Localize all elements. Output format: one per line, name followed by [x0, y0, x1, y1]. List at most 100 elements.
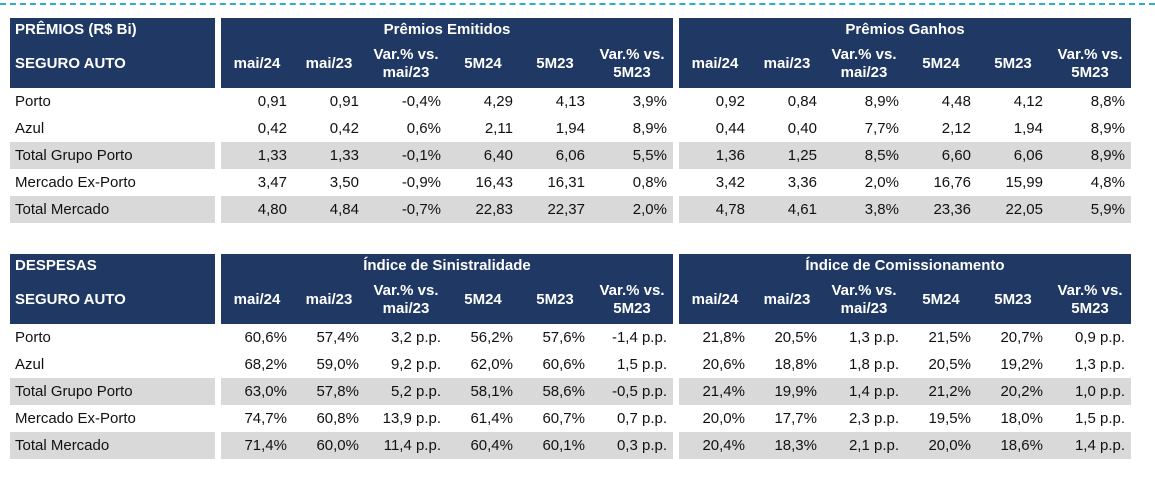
table-row: Azul 68,2% 59,0% 9,2 p.p. 62,0% 60,6% 1,5 p.p.… [10, 351, 1131, 378]
cell-value: 57,6% [542, 329, 585, 346]
top-dashed-rule [0, 3, 1155, 5]
cell-value: 20,7% [1000, 329, 1043, 346]
column-header: 5M23 [519, 40, 591, 88]
cell-value: 62,0% [470, 356, 513, 373]
header-row-groups: PRÊMIOS (R$ Bi) Prêmios Emitidos Prêmios G… [10, 18, 1131, 40]
row-label: Total Grupo Porto [10, 378, 215, 405]
cell-value: 19,9% [751, 378, 823, 405]
corner-title: PRÊMIOS (R$ Bi) [10, 18, 215, 40]
cell-value: 5,5% [591, 142, 673, 169]
cell-value: 61,4% [470, 410, 513, 427]
cell-value: 8,5% [823, 142, 905, 169]
cell-value: 22,83 [447, 196, 519, 223]
column-header: mai/23 [751, 276, 823, 324]
column-gap [673, 18, 679, 40]
cell-value: 17,7% [774, 410, 817, 427]
column-gap [673, 196, 679, 223]
cell-value: 23,36 [905, 196, 977, 223]
column-gap [215, 351, 221, 378]
cell-value: 3,47 [257, 174, 287, 191]
cell-value: 21,5% [928, 329, 971, 346]
cell-value: -0,1% [365, 142, 447, 169]
cell-value: -1,4 p.p. [611, 329, 667, 346]
cell-value: 1,33 [221, 142, 293, 169]
column-header: 5M24 [905, 276, 977, 324]
row-label: Azul [15, 356, 45, 373]
cell-value: 6,06 [519, 142, 591, 169]
cell-value: 20,0% [905, 432, 977, 459]
column-header: 5M24 [447, 40, 519, 88]
column-header: Var.% vs. 5M23 [591, 276, 673, 324]
column-header: 5M23 [519, 276, 591, 324]
column-gap [673, 378, 679, 405]
column-header: Var.% vs. 5M23 [591, 40, 673, 88]
cell-value: 1,0 p.p. [1049, 378, 1131, 405]
column-gap [215, 432, 221, 459]
cell-value: 16,31 [547, 174, 585, 191]
cell-value: 20,5% [774, 329, 817, 346]
cell-value: -0,9% [401, 174, 441, 191]
cell-value: 21,2% [905, 378, 977, 405]
cell-value: 8,9% [1090, 120, 1125, 137]
table-row: Mercado Ex-Porto 74,7% 60,8% 13,9 p.p. 61,4%… [10, 405, 1131, 432]
column-header: 5M23 [977, 276, 1049, 324]
cell-value: 71,4% [221, 432, 293, 459]
cell-value: 21,8% [702, 329, 745, 346]
column-gap [673, 40, 679, 88]
cell-value: 0,8% [632, 174, 667, 191]
column-gap [673, 324, 679, 351]
column-header: mai/23 [293, 276, 365, 324]
row-label: Mercado Ex-Porto [15, 174, 136, 191]
cell-value: 4,80 [221, 196, 293, 223]
despesas-table: DESPESAS Índice de Sinistralidade Índice d… [10, 254, 1131, 459]
corner-subtitle: SEGURO AUTO [10, 40, 215, 88]
cell-value: 0,44 [715, 120, 745, 137]
cell-value: 5,2 p.p. [365, 378, 447, 405]
table-row: Total Mercado 71,4% 60,0% 11,4 p.p. 60,4% 60,… [10, 432, 1131, 459]
header-row-groups: DESPESAS Índice de Sinistralidade Índice d… [10, 254, 1131, 276]
cell-value: 0,84 [787, 93, 817, 110]
cell-value: 3,36 [787, 174, 817, 191]
column-header: 5M23 [977, 40, 1049, 88]
column-gap [673, 432, 679, 459]
cell-value: 1,8 p.p. [848, 356, 899, 373]
cell-value: 1,33 [293, 142, 365, 169]
cell-value: 0,42 [257, 120, 287, 137]
cell-value: 58,6% [519, 378, 591, 405]
column-header: mai/23 [751, 40, 823, 88]
cell-value: 22,37 [519, 196, 591, 223]
column-header: Var.% vs. mai/23 [365, 276, 447, 324]
row-label: Mercado Ex-Porto [15, 410, 136, 427]
cell-value: 18,8% [774, 356, 817, 373]
cell-value: 2,0% [591, 196, 673, 223]
cell-value: 19,5% [928, 410, 971, 427]
cell-value: 60,1% [519, 432, 591, 459]
column-header: Var.% vs. 5M23 [1049, 276, 1131, 324]
cell-value: 1,25 [751, 142, 823, 169]
cell-value: 20,2% [977, 378, 1049, 405]
premios-table-block: PRÊMIOS (R$ Bi) Prêmios Emitidos Prêmios G… [10, 18, 1131, 223]
cell-value: 56,2% [470, 329, 513, 346]
row-label: Azul [15, 120, 45, 137]
column-header: Var.% vs. mai/23 [823, 276, 905, 324]
column-gap [673, 276, 679, 324]
cell-value: 22,05 [977, 196, 1049, 223]
cell-value: 9,2 p.p. [390, 356, 441, 373]
column-gap [215, 88, 221, 115]
corner-subtitle: SEGURO AUTO [10, 276, 215, 324]
cell-value: 8,8% [1090, 93, 1125, 110]
table-row: Azul 0,42 0,42 0,6% 2,11 1,94 8,9% 0,44 0,40 7,7%… [10, 115, 1131, 142]
cell-value: 4,29 [483, 93, 513, 110]
cell-value: 6,06 [977, 142, 1049, 169]
cell-value: 6,60 [905, 142, 977, 169]
column-gap [673, 142, 679, 169]
column-gap [215, 254, 221, 276]
cell-value: 1,5 p.p. [1074, 410, 1125, 427]
cell-value: 0,9 p.p. [1074, 329, 1125, 346]
cell-value: 8,9% [632, 120, 667, 137]
table-row: Mercado Ex-Porto 3,47 3,50 -0,9% 16,43 16,31 0… [10, 169, 1131, 196]
cell-value: 3,2 p.p. [390, 329, 441, 346]
column-gap [215, 324, 221, 351]
column-gap [215, 169, 221, 196]
column-header: 5M24 [447, 276, 519, 324]
